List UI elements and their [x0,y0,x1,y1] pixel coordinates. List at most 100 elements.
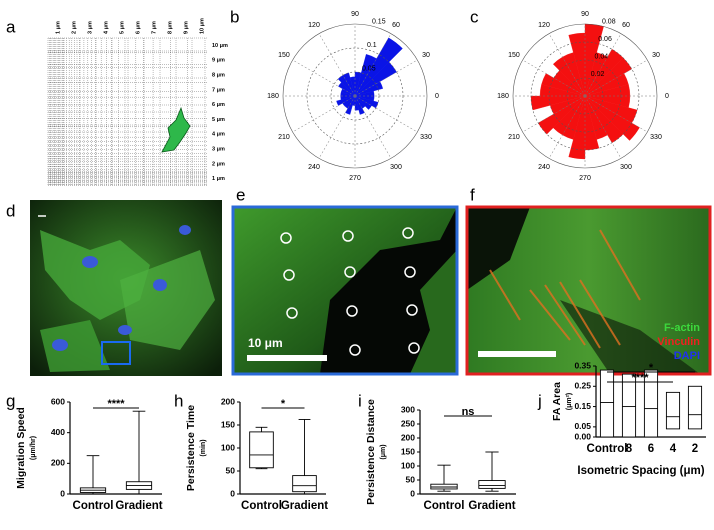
grid-top-label: 6 μm [135,21,141,34]
angle-tick-label: 90 [351,11,359,18]
box [249,431,274,469]
stain-label: F-actin [664,322,700,334]
radial-tick-label: 0.04 [594,54,608,61]
significance-label: * [649,362,654,374]
y-tick-label: 300 [401,404,415,414]
angle-tick-label: 120 [538,22,550,29]
angle-grid [548,95,586,159]
y-tick-label: 200 [221,396,235,406]
angle-tick-label: 0 [435,93,439,100]
y-axis-label: FA Area [551,382,563,421]
scale-label: 10 μm [248,336,283,350]
grid-top-label: 8 μm [167,21,173,34]
y-axis-label: Migration Speed [15,407,27,489]
grid-right-label: 5 μm [212,117,225,123]
angle-grid [354,59,418,97]
y-tick-label: 150 [221,419,235,429]
angle-tick-label: 330 [650,134,662,141]
y-tick-label: 600 [51,396,65,406]
angle-tick-label: 60 [622,22,630,29]
angle-tick-label: 90 [581,11,589,18]
x-tick-label: Gradient [115,500,162,512]
y-tick-label: 0.00 [574,431,591,441]
angle-tick-label: 330 [420,134,432,141]
y-tick-label: 100 [401,460,415,470]
box [599,369,615,438]
angle-tick-label: 60 [392,22,400,29]
angle-grid [584,59,648,97]
angle-grid [522,95,586,133]
radial-tick-label: 0.08 [602,18,616,25]
y-axis-label: Persistence Distance [365,399,377,505]
grid-right-label: 8 μm [212,72,225,78]
x-tick-label: Control [424,500,465,512]
significance-label: ns [462,406,475,418]
grid-top-label: 7 μm [151,21,157,34]
angle-grid [548,33,586,97]
stain-label: Vinculin [657,336,700,348]
box [643,369,659,438]
angle-tick-label: 300 [620,164,632,171]
angle-tick-label: 120 [308,22,320,29]
angle-tick-label: 30 [652,52,660,59]
grid-right-label: 1 μm [212,176,225,182]
x-tick-label: Gradient [468,500,515,512]
grid-top-label: 4 μm [103,21,109,34]
box [665,391,681,430]
panel-label: i [358,391,362,410]
grid-right-label: 9 μm [212,58,225,64]
grid-top-label: 3 μm [87,21,93,34]
box [621,373,637,438]
grid-right-label: 2 μm [212,161,225,167]
angle-tick-label: 270 [579,175,591,182]
angle-tick-label: 150 [278,52,290,59]
microscopy-e [231,205,459,376]
angle-grid [584,95,648,133]
panel-label: h [174,391,183,410]
stain-label: DAPI [674,350,700,362]
panel-label: e [236,185,245,204]
x-tick-label: 8 [626,443,633,455]
x-tick-label: Control [73,500,114,512]
y-axis-unit: (μm) [380,444,387,459]
y-tick-label: 400 [51,427,65,437]
angle-tick-label: 210 [278,134,290,141]
y-axis-unit: (μm²) [566,393,573,411]
rose-wedge [338,82,356,97]
x-tick-label: 6 [648,443,654,455]
panel-label: j [537,391,542,410]
rose-wedge [354,37,403,97]
y-tick-label: 150 [401,446,415,456]
grid-right-label: 6 μm [212,102,225,108]
x-tick-label: 4 [670,443,677,455]
angle-grid [584,95,622,159]
angle-tick-label: 240 [538,164,550,171]
significance-label: * [281,398,286,410]
y-tick-label: 50 [406,474,416,484]
grid-top-label: 5 μm [119,21,125,34]
panel-label: d [6,201,15,220]
rose-wedge [584,95,640,141]
angle-tick-label: 150 [508,52,520,59]
angle-tick-label: 240 [308,164,320,171]
radial-tick-label: 0.15 [372,18,386,25]
x-axis-label: Isometric Spacing (μm) [577,465,704,477]
microscopy-f [465,205,712,376]
panel-label: a [6,17,16,36]
microscopy-d [30,200,222,376]
y-tick-label: 0.35 [574,360,591,370]
box [292,475,317,493]
y-tick-label: 0.25 [574,381,591,391]
grid-right-label: 10 μm [212,43,228,49]
radial-tick-label: 0.06 [598,36,612,43]
radial-tick-label: 0.1 [367,42,377,49]
radial-grid [282,23,428,169]
y-tick-label: 0 [230,488,235,498]
cell-shape [161,106,191,153]
y-tick-label: 200 [51,458,65,468]
angle-grid [354,95,392,159]
grid-top-label: 1 μm [55,21,61,34]
angle-grid [318,33,356,97]
y-tick-label: 0.05 [574,421,591,431]
grid-top-label: 2 μm [71,21,77,34]
